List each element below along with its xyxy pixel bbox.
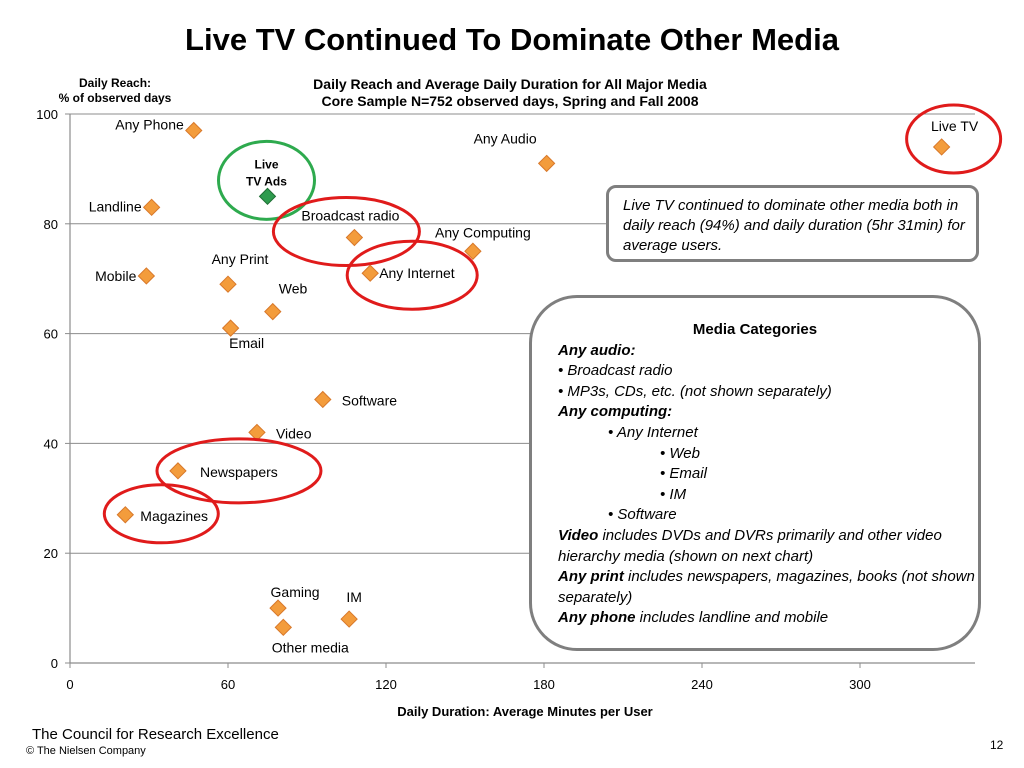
data-point-live-tv-ads (258, 187, 277, 206)
media-category-line: • IM (558, 485, 978, 506)
y-tick-label: 100 (36, 107, 58, 122)
media-category-text: includes newspapers, magazines, books (n… (558, 568, 975, 606)
point-label-software: Software (342, 392, 397, 408)
callout-text: Live TV continued to dominate other medi… (623, 197, 965, 254)
point-label-video: Video (276, 425, 312, 441)
point-label-any-print: Any Print (212, 251, 269, 267)
point-label-landline: Landline (89, 198, 142, 214)
point-label-any-audio: Any Audio (474, 130, 537, 146)
data-point-software (314, 390, 332, 409)
media-category-text: includes landline and mobile (635, 609, 829, 627)
media-category-text: • Broadcast radio (558, 362, 673, 380)
point-label-live-tv: Live TV (931, 118, 979, 134)
media-category-text: • Software (608, 506, 677, 524)
point-label-email: Email (229, 335, 264, 351)
y-tick-label: 0 (51, 656, 58, 671)
point-label-any-internet: Any Internet (379, 265, 455, 281)
y-tick-label: 20 (44, 546, 58, 561)
organization-name: The Council for Research Excellence (32, 726, 279, 743)
x-tick-label: 120 (375, 677, 397, 692)
media-category-line: • Broadcast radio (558, 361, 978, 382)
data-point-newspapers (169, 462, 187, 480)
y-tick-label: 40 (44, 436, 58, 451)
point-label-magazines: Magazines (140, 508, 208, 524)
y-tick-label: 60 (44, 327, 58, 342)
media-category-line: Any audio: (558, 341, 978, 362)
data-point-magazines (116, 506, 135, 524)
data-point-im (340, 610, 358, 628)
highlight-circle-live-tv-ads (217, 139, 316, 221)
media-categories-list: Any audio: • Broadcast radio • MP3s, CDs, … (558, 341, 978, 629)
slide-title: Live TV Continued To Dominate Other Medi… (185, 22, 839, 57)
media-categories-heading: Media Categories (692, 321, 818, 338)
media-category-text: • Any Internet (608, 423, 698, 441)
highlight-circle-broadcast-radio (271, 196, 421, 268)
data-point-gaming (269, 599, 287, 617)
x-tick-label: 240 (691, 677, 713, 692)
media-category-text: • Web (660, 444, 700, 462)
media-category-text: • Email (660, 465, 707, 483)
point-label-newspapers: Newspapers (200, 464, 278, 480)
data-point-any-internet (361, 264, 379, 282)
media-category-line: • Web (558, 444, 978, 465)
callout-box: Live TV continued to dominate other medi… (606, 185, 979, 262)
media-category-line: • Email (558, 464, 978, 485)
data-point-any-print (219, 275, 237, 293)
media-category-term: Video (558, 526, 599, 544)
point-label-any-computing: Any Computing (435, 224, 531, 240)
media-category-text: includes DVDs and DVRs primarily and oth… (558, 526, 942, 565)
data-point-landline (142, 198, 161, 217)
point-label-other-media: Other media (272, 639, 349, 655)
media-category-term: Any phone (558, 609, 636, 627)
data-point-mobile (137, 267, 156, 285)
point-label-gaming: Gaming (271, 584, 320, 600)
data-point-any-phone (185, 121, 203, 140)
highlight-circle-magazines (102, 483, 220, 545)
media-category-line: Video includes DVDs and DVRs primarily a… (558, 526, 978, 567)
media-category-line: • MP3s, CDs, etc. (not shown separately) (558, 382, 978, 403)
media-category-term: Any print (558, 568, 624, 586)
media-category-line: Any computing: (558, 402, 978, 423)
highlight-circle-live-tv (905, 103, 1003, 175)
media-category-text: • IM (660, 485, 687, 503)
highlight-circle-newspapers (155, 437, 323, 505)
x-axis-label: Daily Duration: Average Minutes per User (397, 704, 653, 719)
media-category-line: • Software (558, 505, 978, 526)
y-tick-label: 80 (44, 217, 58, 232)
point-label-im: IM (346, 589, 362, 605)
media-category-text: • MP3s, CDs, etc. (not shown separately) (558, 382, 832, 400)
x-tick-label: 300 (849, 677, 871, 692)
point-label-mobile: Mobile (95, 268, 136, 284)
chart-subtitle: Core Sample N=752 observed days, Spring … (321, 93, 699, 109)
point-label-live-tv-ads: Live TV Ads (246, 157, 287, 188)
media-category-line: • Any Internet (558, 423, 978, 444)
data-point-email (221, 319, 240, 337)
x-tick-label: 60 (221, 677, 235, 692)
highlight-circle-any-internet (345, 239, 479, 311)
x-tick-label: 0 (66, 677, 73, 692)
y-axis-label: Daily Reach: % of observed days (58, 76, 172, 105)
data-point-any-computing (464, 242, 482, 260)
data-point-live-tv (932, 138, 951, 156)
data-point-web (264, 302, 282, 321)
point-label-broadcast-radio: Broadcast radio (301, 208, 399, 224)
media-category-term: Any audio: (558, 341, 636, 359)
point-label-any-phone: Any Phone (115, 116, 184, 132)
media-categories-box: Media Categories Any audio: • Broadcast r… (529, 295, 981, 651)
media-category-term: Any computing: (558, 403, 673, 421)
point-label-web: Web (279, 281, 308, 297)
page-number: 12 (990, 738, 1004, 752)
chart-title: Daily Reach and Average Daily Duration f… (313, 76, 707, 92)
data-point-broadcast-radio (345, 228, 364, 247)
data-point-any-audio (537, 154, 556, 173)
media-category-line: Any print includes newspapers, magazines… (558, 567, 978, 608)
data-point-other-media (274, 618, 293, 637)
media-category-line: Any phone includes landline and mobile (558, 608, 978, 629)
x-tick-label: 180 (533, 677, 555, 692)
copyright: © The Nielsen Company (26, 745, 146, 757)
